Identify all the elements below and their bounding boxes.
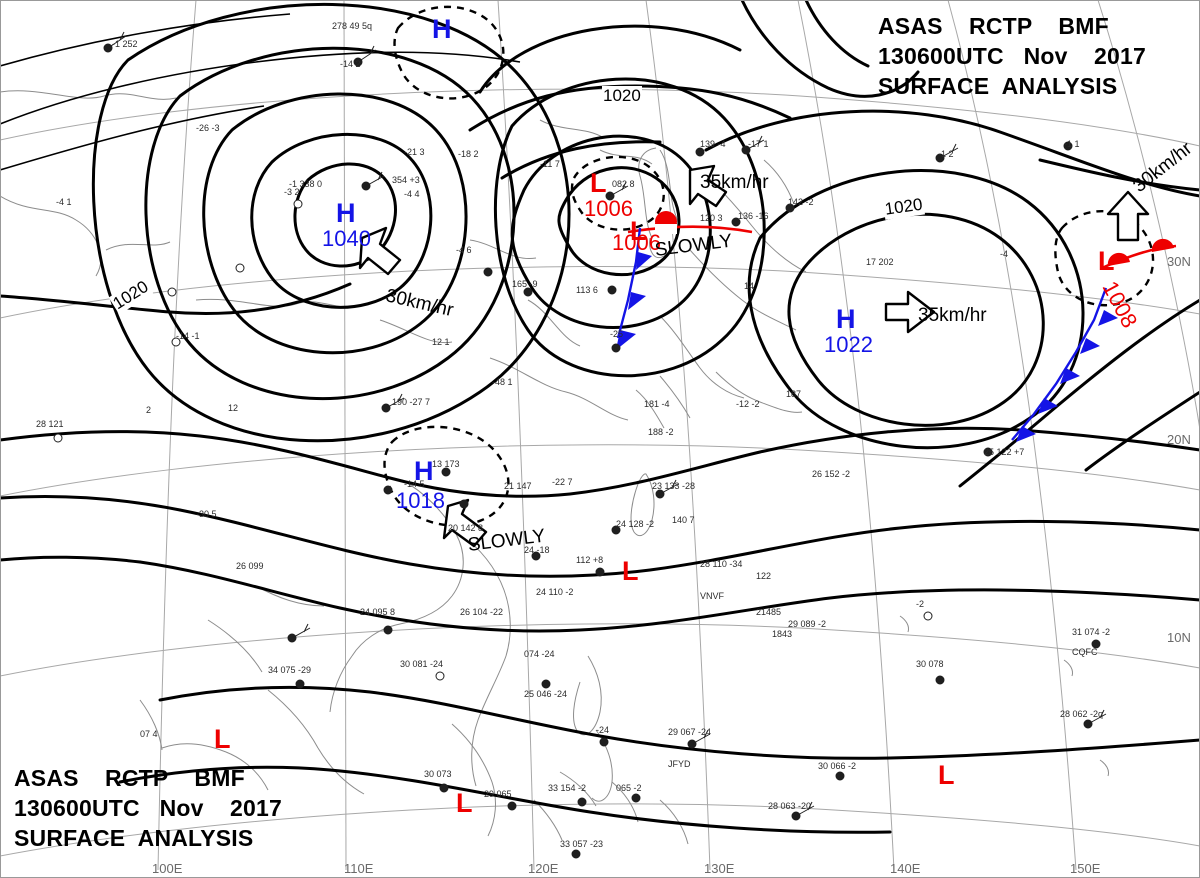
low-center-value-1006-b: 1006 [612,230,661,255]
high-center-letter-1040: H [336,198,356,228]
low-center-value-1006-a: 1006 [584,196,633,221]
latitude-label-10n: 10N [1167,630,1191,645]
high-center-letter-1018: H [414,456,434,486]
latitude-label-20n: 20N [1167,432,1191,447]
longitude-label-130e: 130E [704,861,735,876]
low-center-letter-1006-b: L [630,216,647,246]
motion-arrow-1040-high [358,226,402,276]
motion-arrow-1006-low [688,164,728,208]
low-marker-southeast: L [938,760,955,790]
chart-title-top: ASAS RCTP BMF 130600UTC Nov 2017 SURFACE… [878,13,1146,99]
longitude-label-100e: 100E [152,861,183,876]
high-center-value-1040: 1040 [322,226,371,251]
isobar-label-1020-top: 1020 [602,86,642,106]
low-marker-south: L [456,788,473,818]
motion-label-1006-low: 35km/hr [700,172,769,193]
motion-arrow-1008-low [1106,190,1150,242]
cold-front-pacific [1011,287,1118,442]
cold-front-east-china-sea [616,227,652,350]
high-center-letter-north: H [432,14,452,44]
low-marker-south-china-sea: L [622,556,639,586]
latitude-label-30n: 30N [1167,254,1191,269]
longitude-label-140e: 140E [890,861,921,876]
isobars-main [0,0,1200,834]
longitude-label-120e: 120E [528,861,559,876]
longitude-label-110e: 110E [344,861,374,876]
motion-arrow-1022-high [884,290,936,334]
isobars-thin [0,13,521,171]
high-center-value-1018: 1018 [396,488,445,513]
motion-label-1022-high: 35km/hr [918,305,987,326]
high-center-value-1022: 1022 [824,332,873,357]
chart-title-bottom: ASAS RCTP BMF 130600UTC Nov 2017 SURFACE… [14,765,282,851]
low-center-letter-1006-a: L [590,168,607,198]
longitude-label-150e: 150E [1070,861,1101,876]
low-center-letter-1008: L [1098,246,1115,276]
warm-front-pacific [1101,238,1177,270]
high-center-letter-1022: H [836,304,856,334]
low-marker-southwest: L [214,724,231,754]
station-symbols [53,31,1107,859]
